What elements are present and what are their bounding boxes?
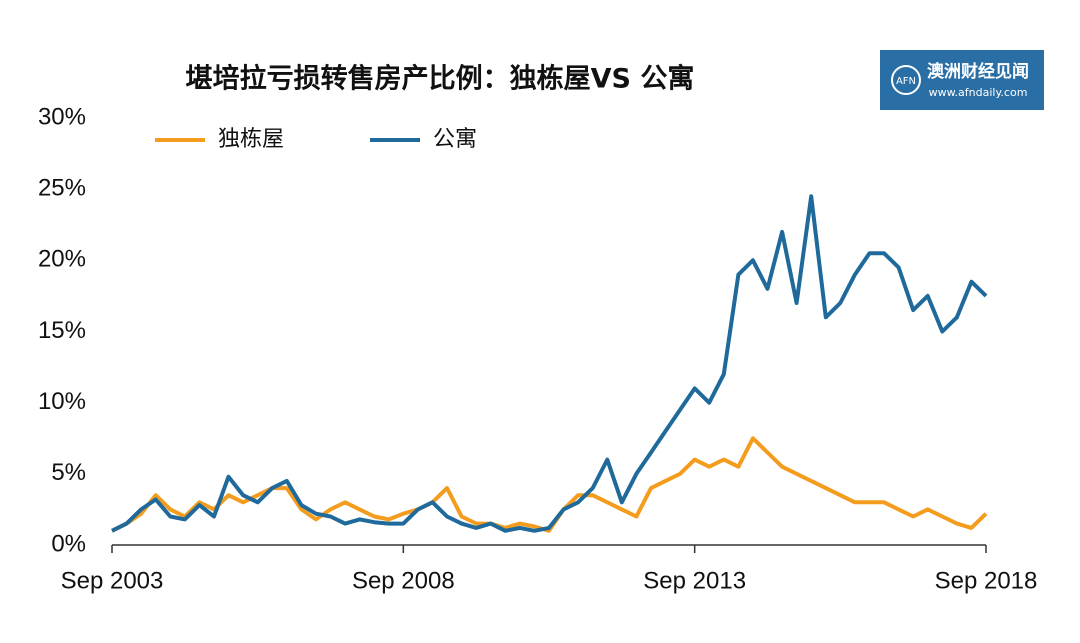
logo-circle (891, 65, 921, 95)
y-tick-label: 15% (38, 317, 86, 344)
y-tick-label: 25% (38, 175, 86, 202)
y-tick-label: 10% (38, 388, 86, 415)
logo-mark: AFN (896, 76, 916, 87)
x-tick-label: Sep 2013 (643, 567, 746, 594)
y-tick-label: 5% (51, 459, 86, 486)
y-tick-label: 30% (38, 103, 86, 130)
line-series (111, 194, 988, 533)
y-tick-label: 20% (38, 246, 86, 273)
logo-box (880, 50, 1044, 110)
x-tick-label: Sep 2018 (935, 567, 1038, 594)
legend-label: 公寓 (433, 127, 477, 152)
x-tick-label: Sep 2003 (61, 567, 164, 594)
y-tick-label: 0% (51, 530, 86, 557)
logo-name: 澳洲财经见闻 (927, 61, 1029, 82)
chart-title: 堪培拉亏损转售房产比例：独栋屋VS 公寓 (186, 63, 695, 95)
x-tick-label: Sep 2008 (352, 567, 455, 594)
legend-label: 独栋屋 (218, 127, 284, 152)
line-series (111, 436, 988, 533)
logo-url: www.afndaily.com (929, 86, 1028, 99)
